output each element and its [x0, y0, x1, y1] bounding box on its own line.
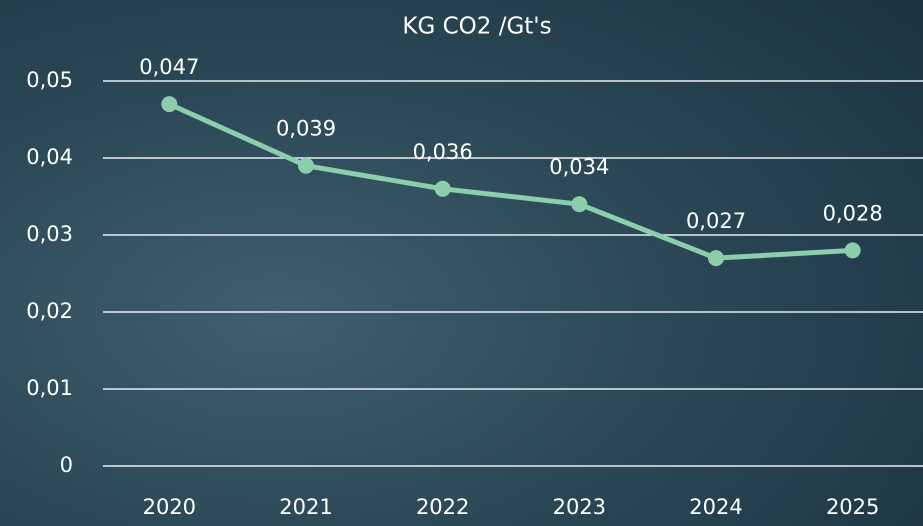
chart-title: KG CO2 /Gt's — [402, 14, 551, 40]
data-label: 0,034 — [549, 155, 609, 179]
data-label: 0,047 — [139, 55, 199, 79]
y-tick-label: 0,01 — [26, 376, 73, 400]
x-tick-label: 2024 — [689, 495, 742, 519]
chart: KG CO2 /Gt's 0 0,01 0,02 0,03 0,04 0,05 2020 20… — [0, 0, 923, 526]
y-tick-label: 0,05 — [26, 68, 73, 92]
y-tick-label: 0,04 — [26, 145, 73, 169]
x-tick-label: 2025 — [826, 495, 879, 519]
y-tick-label: 0,02 — [26, 299, 73, 323]
point — [298, 158, 314, 174]
point — [161, 96, 177, 112]
point — [435, 181, 451, 197]
point — [845, 242, 861, 258]
x-tick-label: 2023 — [553, 495, 606, 519]
y-tick-label: 0 — [60, 453, 73, 477]
data-label: 0,036 — [413, 140, 473, 164]
x-tick-label: 2020 — [143, 495, 196, 519]
x-tick-label: 2021 — [279, 495, 332, 519]
y-tick-label: 0,03 — [26, 222, 73, 246]
data-label: 0,039 — [276, 117, 336, 141]
point — [708, 250, 724, 266]
data-label: 0,028 — [823, 201, 883, 225]
data-label: 0,027 — [686, 209, 746, 233]
point — [571, 196, 587, 212]
x-tick-label: 2022 — [416, 495, 469, 519]
